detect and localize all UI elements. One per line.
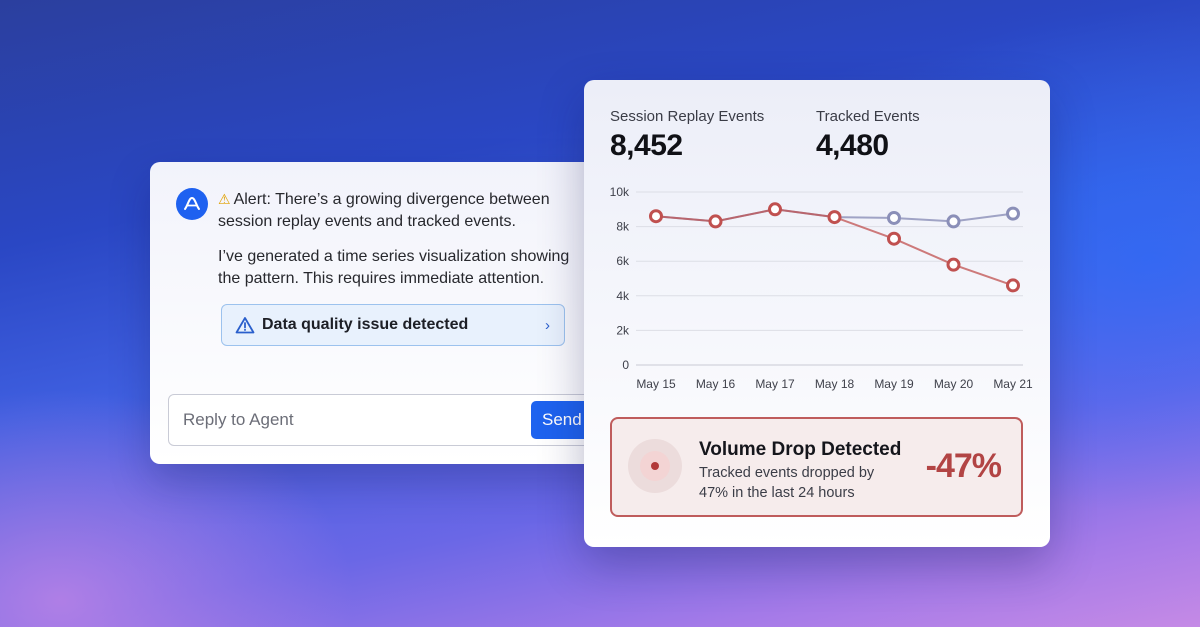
- y-tick-label: 10k: [610, 185, 630, 199]
- alert-description: Tracked events dropped by 47% in the las…: [699, 465, 875, 501]
- y-tick-label: 6k: [616, 254, 630, 268]
- agent-logo-icon: [176, 188, 208, 220]
- kpi-label: Session Replay Events: [610, 108, 765, 125]
- y-tick-label: 2k: [616, 323, 630, 337]
- alert-percent: -47%: [925, 447, 1002, 485]
- alert-message-line: ⚠ Alert: There’s a growing divergence bet…: [218, 188, 588, 233]
- x-tick-label: May 17: [755, 377, 795, 391]
- y-tick-label: 4k: [616, 289, 630, 303]
- volume-drop-alert: Volume Drop Detected Tracked events drop…: [610, 417, 1023, 517]
- x-tick-label: May 20: [934, 377, 974, 391]
- x-tick-label: May 16: [696, 377, 736, 391]
- warning-icon: ⚠: [218, 191, 231, 207]
- y-tick-label: 0: [622, 358, 629, 372]
- events-line-chart: 10k 8k 6k 4k 2k 0 May 15 May 16 May 17 May 18 May …: [610, 185, 1033, 391]
- data-point: [887, 210, 901, 225]
- y-tick-label: 8k: [616, 220, 630, 234]
- data-point: [649, 209, 663, 224]
- data-point: [827, 210, 842, 225]
- kpi-value: 8,452: [610, 129, 683, 162]
- chevron-right-icon: ›: [545, 316, 550, 334]
- data-point: [1006, 278, 1020, 293]
- data-point: [708, 214, 723, 229]
- warning-triangle-icon: [235, 317, 255, 334]
- x-tick-label: May 21: [993, 377, 1033, 391]
- agent-chat-panel: ⚠ Alert: There’s a growing divergence bet…: [150, 162, 620, 464]
- agent-message: ⚠ Alert: There’s a growing divergence bet…: [218, 188, 588, 303]
- data-point: [946, 214, 961, 229]
- alert-title: Volume Drop Detected: [699, 439, 902, 460]
- alert-message-text: Alert: There’s a growing divergence betw…: [218, 191, 550, 230]
- data-point: [1006, 206, 1020, 221]
- x-tick-label: May 19: [874, 377, 914, 391]
- visualization-message: I’ve generated a time series visualizati…: [218, 248, 570, 287]
- data-point: [887, 231, 901, 246]
- x-tick-label: May 15: [636, 377, 676, 391]
- issue-button-label: Data quality issue detected: [262, 316, 469, 333]
- data-point: [768, 202, 782, 217]
- x-tick-label: May 18: [815, 377, 855, 391]
- kpi-value: 4,480: [816, 129, 889, 162]
- data-point: [946, 257, 961, 272]
- pulse-icon: [628, 439, 682, 493]
- reply-box: Send: [168, 394, 611, 446]
- data-quality-issue-button[interactable]: Data quality issue detected ›: [221, 304, 565, 346]
- kpi-session-replay: Session Replay Events 8,452: [610, 108, 764, 163]
- metrics-card: Session Replay Events 8,452 Tracked Even…: [584, 80, 1050, 547]
- reply-input[interactable]: [181, 409, 505, 431]
- kpi-label: Tracked Events: [816, 108, 920, 125]
- kpi-tracked-events: Tracked Events 4,480: [816, 108, 920, 163]
